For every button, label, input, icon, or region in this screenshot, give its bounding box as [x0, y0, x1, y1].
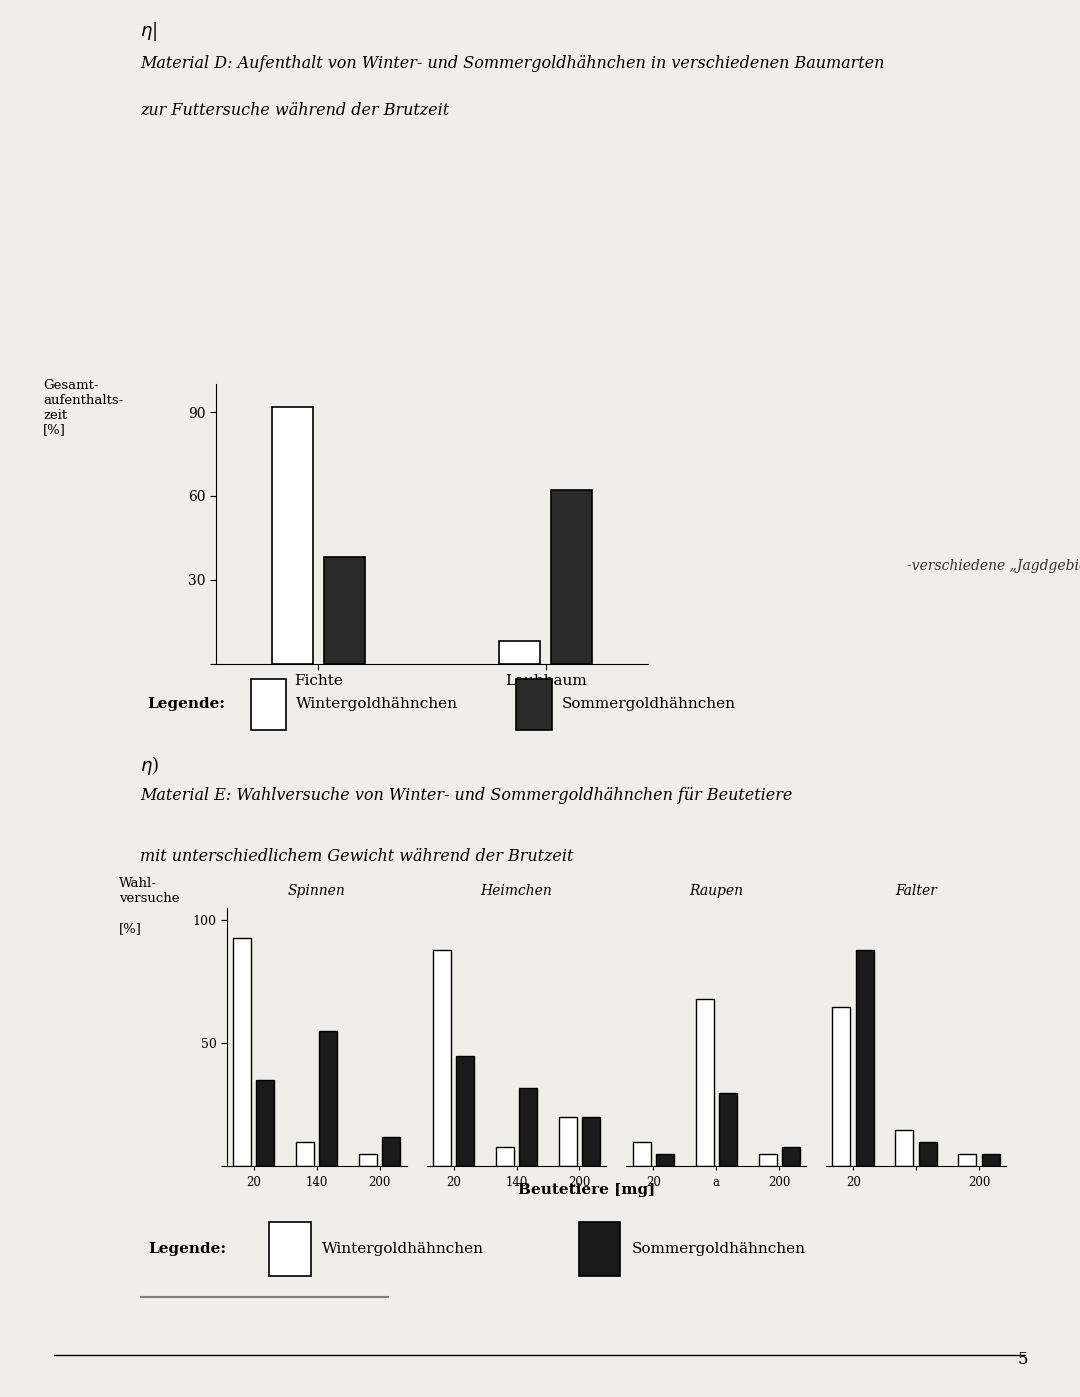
Text: 5: 5 [1018, 1351, 1028, 1368]
Bar [758, 1154, 777, 1166]
Bar [833, 1006, 850, 1166]
Text: Material D: Aufenthalt von Winter- und Sommergoldhähnchen in verschiedenen Bauma: Material D: Aufenthalt von Winter- und S… [140, 54, 885, 71]
Bar [719, 1092, 737, 1166]
Text: Raupen: Raupen [689, 884, 743, 898]
Bar [782, 1147, 800, 1166]
Text: Gesamt-
aufenthalts-
zeit
[%]: Gesamt- aufenthalts- zeit [%] [43, 379, 123, 437]
Bar [256, 1080, 274, 1166]
Bar [516, 679, 552, 729]
Text: Heimchen: Heimchen [481, 884, 552, 898]
Text: Legende:: Legende: [148, 1242, 226, 1256]
Bar [324, 557, 365, 664]
Bar [320, 1031, 337, 1166]
Text: Sommergoldhähnchen: Sommergoldhähnchen [562, 697, 735, 711]
Bar [582, 1118, 600, 1166]
Bar [558, 1118, 577, 1166]
Text: -verschiedene „Jagdgebiete“: -verschiedene „Jagdgebiete“ [907, 559, 1080, 573]
Text: zur Futtersuche während der Brutzeit: zur Futtersuche während der Brutzeit [140, 102, 449, 119]
Bar [958, 1154, 976, 1166]
Text: Material E: Wahlversuche von Winter- und Sommergoldhähnchen für Beutetiere: Material E: Wahlversuche von Winter- und… [140, 787, 793, 803]
Bar [656, 1154, 674, 1166]
Text: Wahl-
versuche

[%]: Wahl- versuche [%] [119, 877, 179, 935]
Text: Sommergoldhähnchen: Sommergoldhähnchen [632, 1242, 806, 1256]
Bar [579, 1222, 620, 1275]
Text: Beutetiere [mg]: Beutetiere [mg] [517, 1183, 656, 1197]
Bar [895, 1130, 914, 1166]
Bar [433, 950, 450, 1166]
Text: Wintergoldhähnchen: Wintergoldhähnchen [296, 697, 458, 711]
Bar [519, 1088, 537, 1166]
Bar [251, 679, 286, 729]
Bar [296, 1141, 314, 1166]
Bar [359, 1154, 377, 1166]
Bar [855, 950, 874, 1166]
Text: Legende:: Legende: [147, 697, 225, 711]
Bar [382, 1137, 401, 1166]
Bar [633, 1141, 650, 1166]
Text: Falter: Falter [895, 884, 937, 898]
Bar [552, 490, 592, 664]
Text: mit unterschiedlichem Gewicht während der Brutzeit: mit unterschiedlichem Gewicht während de… [140, 848, 573, 865]
Bar [499, 641, 540, 664]
Text: $\eta$): $\eta$) [140, 754, 160, 777]
Text: $\eta$|: $\eta$| [140, 20, 158, 42]
Bar [919, 1141, 936, 1166]
Text: Spinnen: Spinnen [288, 884, 346, 898]
Bar [456, 1056, 474, 1166]
Bar [272, 407, 312, 664]
Bar [496, 1147, 514, 1166]
Text: Wintergoldhähnchen: Wintergoldhähnchen [322, 1242, 484, 1256]
Bar [696, 999, 714, 1166]
Bar [269, 1222, 311, 1275]
Bar [233, 937, 251, 1166]
Bar [982, 1154, 1000, 1166]
